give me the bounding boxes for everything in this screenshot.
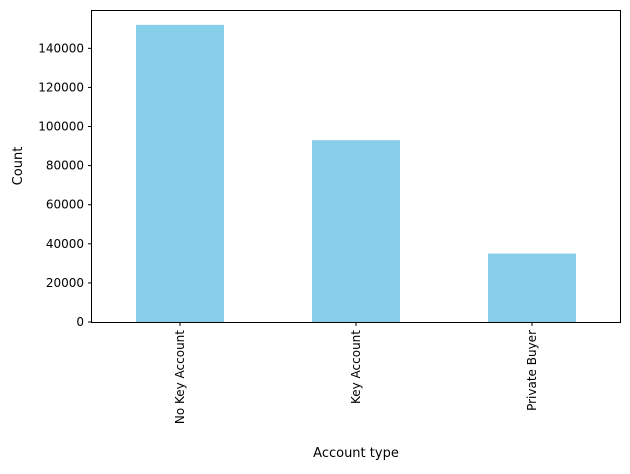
y-tick-label: 120000 xyxy=(38,80,84,94)
x-axis: No Key Account Key Account Private Buyer xyxy=(173,322,539,424)
x-axis-label: Account type xyxy=(313,446,399,461)
y-tick-label: 40000 xyxy=(46,237,84,251)
y-tick-label: 80000 xyxy=(46,159,84,173)
y-tick-label: 60000 xyxy=(46,198,84,212)
x-tick-label: Private Buyer xyxy=(525,330,539,411)
bar-no-key-account xyxy=(136,24,224,323)
x-tick-label: No Key Account xyxy=(173,330,187,424)
bars-group xyxy=(136,24,576,323)
bar-key-account xyxy=(312,140,400,322)
y-tick-label: 0 xyxy=(76,315,84,329)
x-tick-label: Key Account xyxy=(349,330,363,404)
y-axis: 0 20000 40000 60000 80000 100000 120000 140000 xyxy=(38,41,92,329)
y-axis-label: Count xyxy=(11,147,26,186)
y-tick-label: 100000 xyxy=(38,120,84,134)
bar-private-buyer xyxy=(488,253,576,322)
plot-frame xyxy=(91,10,621,323)
y-tick-label: 20000 xyxy=(46,276,84,290)
y-tick-label: 140000 xyxy=(38,41,84,55)
